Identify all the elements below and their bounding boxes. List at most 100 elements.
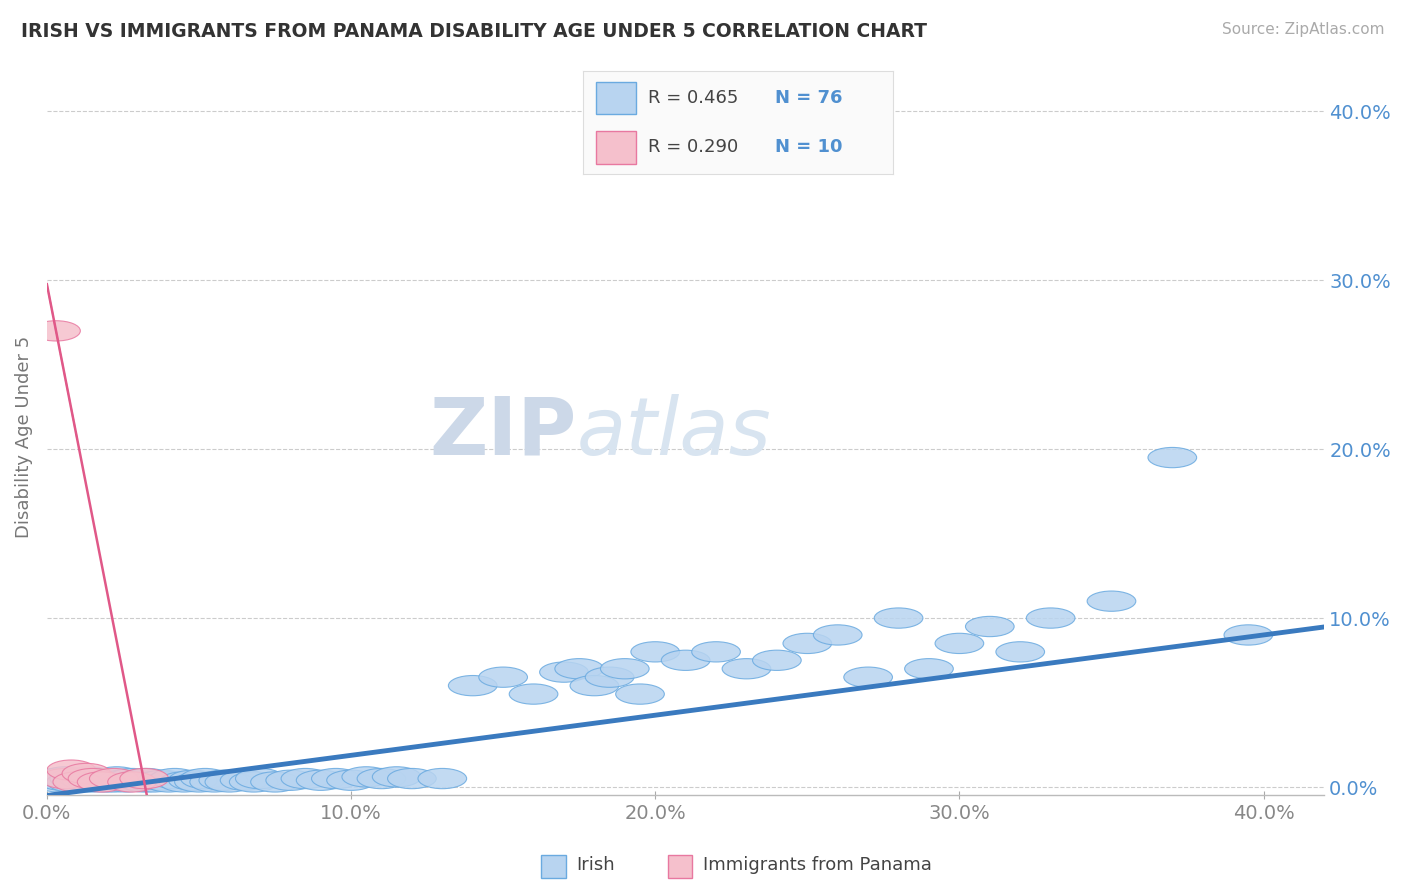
Ellipse shape bbox=[875, 608, 922, 628]
Ellipse shape bbox=[1225, 624, 1272, 645]
Ellipse shape bbox=[51, 768, 98, 789]
Ellipse shape bbox=[159, 772, 208, 792]
Ellipse shape bbox=[145, 772, 193, 792]
Ellipse shape bbox=[1026, 608, 1076, 628]
Ellipse shape bbox=[77, 770, 127, 790]
Ellipse shape bbox=[38, 770, 86, 790]
Ellipse shape bbox=[72, 768, 120, 789]
Ellipse shape bbox=[357, 768, 406, 789]
Ellipse shape bbox=[692, 641, 741, 662]
FancyBboxPatch shape bbox=[596, 82, 636, 114]
Text: N = 76: N = 76 bbox=[775, 89, 842, 107]
Text: ZIP: ZIP bbox=[430, 394, 576, 472]
Ellipse shape bbox=[935, 633, 984, 654]
Ellipse shape bbox=[174, 772, 224, 792]
Ellipse shape bbox=[555, 658, 603, 679]
Ellipse shape bbox=[90, 772, 138, 792]
Ellipse shape bbox=[67, 772, 117, 792]
Ellipse shape bbox=[200, 770, 247, 790]
Ellipse shape bbox=[250, 772, 299, 792]
Text: Irish: Irish bbox=[576, 856, 614, 874]
Ellipse shape bbox=[585, 667, 634, 688]
Ellipse shape bbox=[28, 768, 77, 789]
Ellipse shape bbox=[342, 767, 391, 787]
Text: N = 10: N = 10 bbox=[775, 138, 842, 156]
Ellipse shape bbox=[114, 770, 163, 790]
Ellipse shape bbox=[65, 767, 114, 787]
Ellipse shape bbox=[59, 768, 108, 789]
Ellipse shape bbox=[108, 768, 156, 789]
Ellipse shape bbox=[1147, 448, 1197, 467]
Ellipse shape bbox=[83, 768, 132, 789]
Ellipse shape bbox=[229, 772, 278, 792]
Ellipse shape bbox=[388, 768, 436, 789]
Y-axis label: Disability Age Under 5: Disability Age Under 5 bbox=[15, 335, 32, 538]
Ellipse shape bbox=[479, 667, 527, 688]
Ellipse shape bbox=[616, 684, 665, 704]
Ellipse shape bbox=[62, 764, 111, 784]
Ellipse shape bbox=[169, 770, 217, 790]
Ellipse shape bbox=[46, 760, 96, 780]
Ellipse shape bbox=[35, 772, 83, 792]
Ellipse shape bbox=[98, 770, 148, 790]
Ellipse shape bbox=[67, 768, 117, 789]
FancyBboxPatch shape bbox=[668, 855, 692, 878]
Ellipse shape bbox=[844, 667, 893, 688]
Ellipse shape bbox=[297, 770, 344, 790]
Ellipse shape bbox=[966, 616, 1014, 637]
Ellipse shape bbox=[266, 770, 315, 790]
Ellipse shape bbox=[120, 772, 169, 792]
Ellipse shape bbox=[373, 767, 420, 787]
Ellipse shape bbox=[221, 770, 269, 790]
Ellipse shape bbox=[600, 658, 650, 679]
Ellipse shape bbox=[46, 772, 96, 792]
Ellipse shape bbox=[80, 772, 129, 792]
Ellipse shape bbox=[540, 662, 588, 682]
Ellipse shape bbox=[41, 768, 90, 789]
Ellipse shape bbox=[150, 768, 200, 789]
Ellipse shape bbox=[53, 770, 101, 790]
Ellipse shape bbox=[62, 770, 111, 790]
Ellipse shape bbox=[41, 767, 90, 787]
Ellipse shape bbox=[138, 770, 187, 790]
Ellipse shape bbox=[86, 770, 135, 790]
Ellipse shape bbox=[326, 770, 375, 790]
Ellipse shape bbox=[101, 772, 150, 792]
Ellipse shape bbox=[56, 772, 104, 792]
Ellipse shape bbox=[77, 772, 127, 792]
Ellipse shape bbox=[995, 641, 1045, 662]
Ellipse shape bbox=[631, 641, 679, 662]
Ellipse shape bbox=[752, 650, 801, 671]
Ellipse shape bbox=[32, 321, 80, 341]
Ellipse shape bbox=[814, 624, 862, 645]
Ellipse shape bbox=[235, 768, 284, 789]
Ellipse shape bbox=[723, 658, 770, 679]
Ellipse shape bbox=[904, 658, 953, 679]
Ellipse shape bbox=[93, 767, 141, 787]
Text: Source: ZipAtlas.com: Source: ZipAtlas.com bbox=[1222, 22, 1385, 37]
Ellipse shape bbox=[783, 633, 831, 654]
Text: R = 0.290: R = 0.290 bbox=[648, 138, 738, 156]
Text: IRISH VS IMMIGRANTS FROM PANAMA DISABILITY AGE UNDER 5 CORRELATION CHART: IRISH VS IMMIGRANTS FROM PANAMA DISABILI… bbox=[21, 22, 927, 41]
Ellipse shape bbox=[53, 772, 101, 792]
Ellipse shape bbox=[205, 772, 253, 792]
Text: R = 0.465: R = 0.465 bbox=[648, 89, 738, 107]
Ellipse shape bbox=[1087, 591, 1136, 611]
Text: atlas: atlas bbox=[576, 394, 772, 472]
FancyBboxPatch shape bbox=[541, 855, 565, 878]
FancyBboxPatch shape bbox=[596, 131, 636, 163]
Ellipse shape bbox=[418, 768, 467, 789]
Ellipse shape bbox=[569, 675, 619, 696]
Ellipse shape bbox=[509, 684, 558, 704]
Ellipse shape bbox=[90, 768, 138, 789]
Ellipse shape bbox=[449, 675, 498, 696]
Ellipse shape bbox=[108, 772, 156, 792]
Ellipse shape bbox=[181, 768, 229, 789]
Ellipse shape bbox=[190, 772, 239, 792]
Ellipse shape bbox=[312, 768, 360, 789]
Ellipse shape bbox=[120, 768, 169, 789]
Ellipse shape bbox=[122, 768, 172, 789]
Text: Immigrants from Panama: Immigrants from Panama bbox=[703, 856, 932, 874]
Ellipse shape bbox=[281, 768, 330, 789]
Ellipse shape bbox=[129, 772, 177, 792]
